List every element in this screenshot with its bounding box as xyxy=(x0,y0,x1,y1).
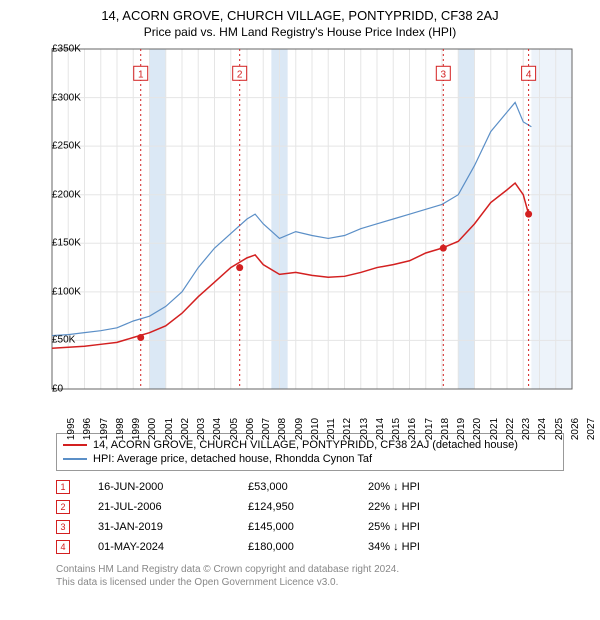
legend-item: HPI: Average price, detached house, Rhon… xyxy=(63,452,557,466)
sale-diff: 20% ↓ HPI xyxy=(368,481,488,493)
svg-text:3: 3 xyxy=(441,69,447,80)
sales-row: 2 21-JUL-2006£124,95022% ↓ HPI xyxy=(56,497,564,517)
chart-title: 14, ACORN GROVE, CHURCH VILLAGE, PONTYPR… xyxy=(6,6,594,25)
legend-swatch xyxy=(63,444,87,446)
sale-price: £53,000 xyxy=(248,481,368,493)
sale-marker-icon: 2 xyxy=(56,500,70,514)
chart-subtitle: Price paid vs. HM Land Registry's House … xyxy=(6,25,594,39)
legend-swatch xyxy=(63,458,87,460)
sales-row: 1 16-JUN-2000£53,00020% ↓ HPI xyxy=(56,477,564,497)
sale-price: £145,000 xyxy=(248,521,368,533)
sale-marker-icon: 4 xyxy=(56,540,70,554)
svg-text:4: 4 xyxy=(526,69,532,80)
sales-row: 4 01-MAY-2024£180,00034% ↓ HPI xyxy=(56,537,564,557)
sale-marker-icon: 3 xyxy=(56,520,70,534)
sale-price: £124,950 xyxy=(248,501,368,513)
sale-diff: 25% ↓ HPI xyxy=(368,521,488,533)
sale-diff: 22% ↓ HPI xyxy=(368,501,488,513)
legend-label: HPI: Average price, detached house, Rhon… xyxy=(93,453,372,465)
sale-marker-icon: 1 xyxy=(56,480,70,494)
sale-date: 01-MAY-2024 xyxy=(98,541,248,553)
svg-text:2: 2 xyxy=(237,69,243,80)
legend-label: 14, ACORN GROVE, CHURCH VILLAGE, PONTYPR… xyxy=(93,439,518,451)
svg-text:1: 1 xyxy=(138,69,144,80)
footer-line: Contains HM Land Registry data © Crown c… xyxy=(56,563,564,576)
sales-row: 3 31-JAN-2019£145,00025% ↓ HPI xyxy=(56,517,564,537)
sale-price: £180,000 xyxy=(248,541,368,553)
sale-date: 16-JUN-2000 xyxy=(98,481,248,493)
attribution-footer: Contains HM Land Registry data © Crown c… xyxy=(56,563,564,589)
chart-area: 1234£0£50K£100K£150K£200K£250K£300K£350K… xyxy=(10,45,590,425)
x-tick-label: 2027 xyxy=(572,418,597,440)
sale-diff: 34% ↓ HPI xyxy=(368,541,488,553)
sales-table: 1 16-JUN-2000£53,00020% ↓ HPI 2 21-JUL-2006… xyxy=(56,477,564,557)
sale-date: 21-JUL-2006 xyxy=(98,501,248,513)
sale-date: 31-JAN-2019 xyxy=(98,521,248,533)
footer-line: This data is licensed under the Open Gov… xyxy=(56,576,564,589)
